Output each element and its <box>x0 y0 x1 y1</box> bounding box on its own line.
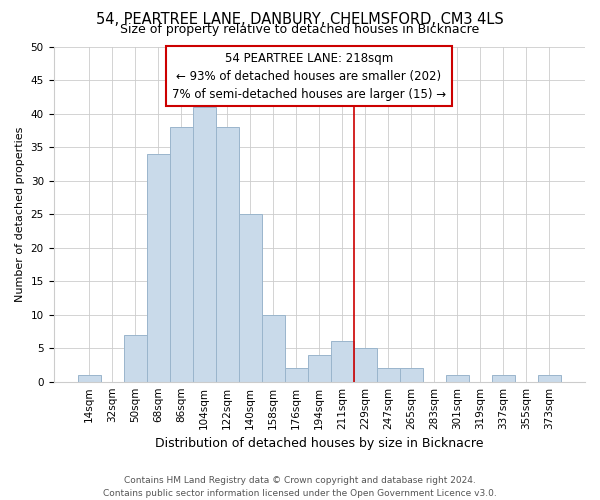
Bar <box>285 368 308 382</box>
Bar <box>170 127 193 382</box>
Bar <box>262 314 285 382</box>
Bar <box>538 375 561 382</box>
Text: 54, PEARTREE LANE, DANBURY, CHELMSFORD, CM3 4LS: 54, PEARTREE LANE, DANBURY, CHELMSFORD, … <box>96 12 504 28</box>
Bar <box>77 375 101 382</box>
Text: Contains HM Land Registry data © Crown copyright and database right 2024.
Contai: Contains HM Land Registry data © Crown c… <box>103 476 497 498</box>
Bar <box>193 107 216 382</box>
X-axis label: Distribution of detached houses by size in Bicknacre: Distribution of detached houses by size … <box>155 437 484 450</box>
Bar <box>124 335 147 382</box>
Bar <box>216 127 239 382</box>
Bar <box>331 342 354 382</box>
Bar <box>147 154 170 382</box>
Text: 54 PEARTREE LANE: 218sqm
← 93% of detached houses are smaller (202)
7% of semi-d: 54 PEARTREE LANE: 218sqm ← 93% of detach… <box>172 52 446 100</box>
Bar <box>239 214 262 382</box>
Text: Size of property relative to detached houses in Bicknacre: Size of property relative to detached ho… <box>121 22 479 36</box>
Y-axis label: Number of detached properties: Number of detached properties <box>15 126 25 302</box>
Bar <box>492 375 515 382</box>
Bar <box>400 368 423 382</box>
Bar <box>377 368 400 382</box>
Bar <box>308 355 331 382</box>
Bar <box>354 348 377 382</box>
Bar <box>446 375 469 382</box>
